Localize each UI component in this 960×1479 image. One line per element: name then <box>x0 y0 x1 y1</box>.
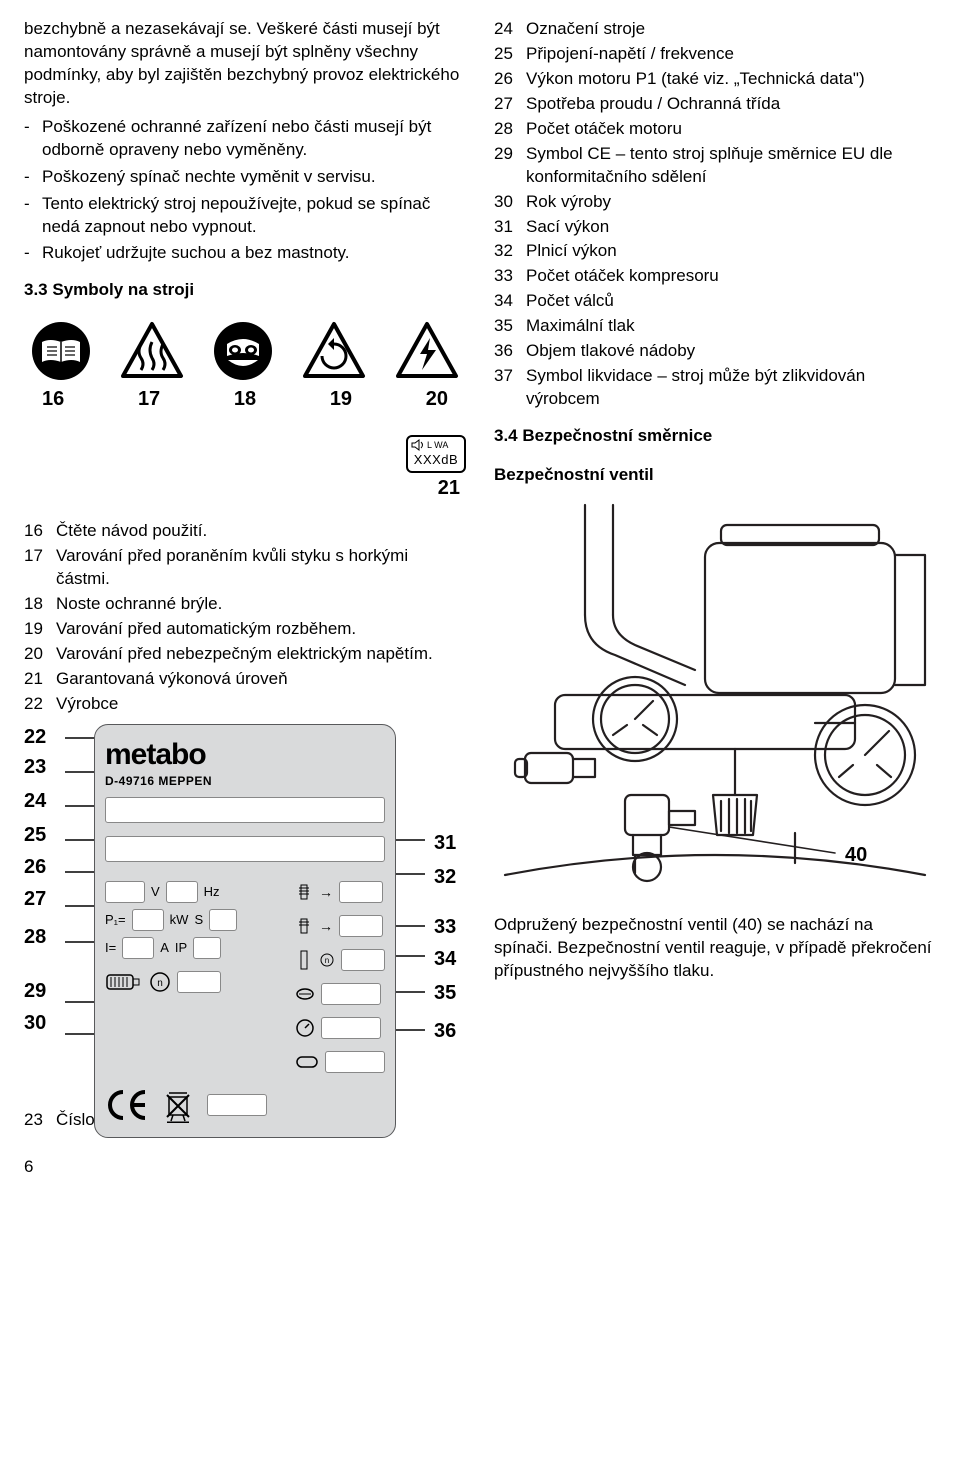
valve-paragraph: Odpružený bezpečnostní ventil (40) se na… <box>494 914 936 983</box>
pressure-gauge-icon <box>295 1018 315 1038</box>
bullet-item: - Rukojeť udržujte suchou a bez mastnoty… <box>24 242 466 265</box>
weee-icon <box>163 1087 193 1123</box>
svg-text:n: n <box>325 956 329 965</box>
right-column: 24Označení stroje 25Připojení-napětí / f… <box>494 18 936 1179</box>
legend-16-22: 16Čtěte návod použití. 17Varování před p… <box>24 520 466 716</box>
bullet-item: - Poškozený spínač nechte vyměnit v serv… <box>24 166 466 189</box>
page-number: 6 <box>24 1156 466 1179</box>
motor-icon <box>105 969 143 995</box>
auto-restart-warning-icon <box>301 320 367 382</box>
legend-24-37: 24Označení stroje 25Připojení-napětí / f… <box>494 18 936 411</box>
brand-logo: metabo <box>105 735 385 776</box>
ce-mark-icon <box>105 1088 149 1122</box>
safety-valve-diagram: 40 <box>494 495 936 895</box>
valve-subtitle: Bezpečnostní ventil <box>494 464 936 487</box>
tank-icon <box>295 1054 319 1070</box>
bullet-list: - Poškozené ochranné zařízení nebo části… <box>24 116 466 266</box>
fill-icon <box>295 915 313 937</box>
hot-surface-warning-icon <box>119 320 185 382</box>
symbol-numbers-row: 16 17 18 19 20 <box>24 386 466 413</box>
svg-text:n: n <box>157 978 163 989</box>
bullet-item: - Poškozené ochranné zařízení nebo části… <box>24 116 466 162</box>
opening-paragraph: bezchybně a nezasekávají se. Veškeré čás… <box>24 18 466 110</box>
read-manual-icon <box>30 320 92 382</box>
symbol-icons-row <box>24 320 466 382</box>
left-column: bezchybně a nezasekávají se. Veškeré čás… <box>24 18 466 1179</box>
brand-address: D-49716 MEPPEN <box>105 773 385 789</box>
compressor-rpm-icon <box>295 949 313 971</box>
electric-shock-warning-icon <box>394 320 460 382</box>
section-3-4-title: 3.4 Bezpečnostní směrnice <box>494 425 936 448</box>
callout-40: 40 <box>845 844 867 866</box>
section-3-3-title: 3.3 Symboly na stroji <box>24 279 466 302</box>
bullet-item: - Tento elektrický stroj nepoužívejte, p… <box>24 193 466 239</box>
sound-level-icon: L WA XXXdB <box>406 435 466 473</box>
rpm-icon: n <box>149 971 171 993</box>
suction-icon <box>295 881 313 903</box>
cylinder-icon <box>295 985 315 1003</box>
eye-protection-icon <box>212 320 274 382</box>
nameplate-diagram: 22 23 24 25 26 27 28 29 30 <box>24 724 466 1071</box>
